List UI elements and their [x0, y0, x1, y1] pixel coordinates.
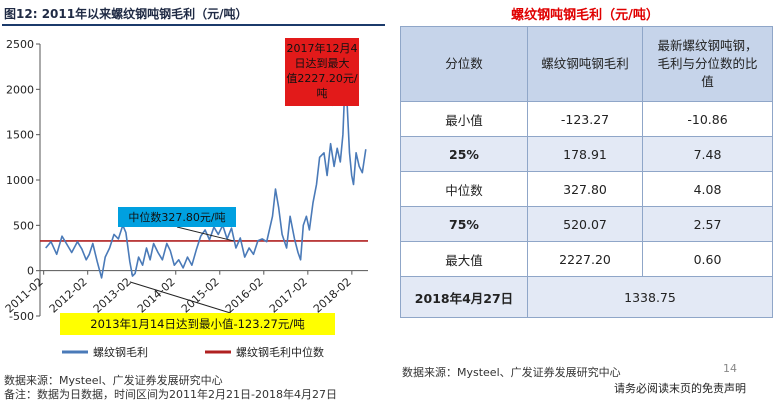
- chart-note: 备注：数据为日数据，时间区间为2011年2月21日-2018年4月27日: [4, 388, 337, 401]
- figure-title-text: 2011年以来螺纹钢吨钢毛利（元/吨）: [41, 7, 248, 21]
- table-row: 最大值 2227.20 0.60: [400, 241, 773, 277]
- y-tick-label: 1000: [6, 174, 34, 187]
- table-row: 25% 178.91 7.48: [400, 136, 773, 172]
- x-tick-label: 2018-02: [311, 275, 354, 315]
- y-tick-label: 1500: [6, 129, 34, 142]
- min-leader-line: [129, 281, 231, 314]
- row-ratio: 0.60: [642, 241, 773, 277]
- median-leader-line: [176, 226, 234, 242]
- table-row: 中位数 327.80 4.08: [400, 171, 773, 207]
- min-callout-box: [60, 313, 335, 335]
- table-row-latest: 2018年4月27日 1338.75: [400, 276, 773, 318]
- x-tick-label: 2013-02: [91, 275, 134, 315]
- figure-label: 图12:: [4, 7, 38, 21]
- legend-label-margin: 螺纹钢毛利: [93, 345, 148, 359]
- header-ratio: 最新螺纹钢吨钢， 毛利与分位数的比 值: [642, 26, 773, 102]
- row-value: -123.27: [526, 101, 644, 137]
- table-title: 螺纹钢吨钢毛利（元/吨）: [511, 8, 659, 23]
- latest-value: 1338.75: [527, 276, 773, 318]
- max-callout-text: 日达到最大: [295, 56, 350, 70]
- figure-title: 图12: 2011年以来螺纹钢吨钢毛利（元/吨）: [4, 5, 247, 22]
- y-tick-label: 500: [13, 219, 34, 232]
- legend-label-median: 螺纹钢毛利中位数: [236, 345, 324, 359]
- row-ratio: 4.08: [642, 171, 773, 207]
- max-callout-text: 2017年12月4: [287, 41, 358, 55]
- latest-date: 2018年4月27日: [400, 276, 528, 318]
- page-number: 14: [723, 362, 737, 375]
- min-callout-text: 2013年1月14日达到最小值-123.27元/吨: [90, 317, 305, 331]
- title-divider: [2, 24, 385, 26]
- table-row: 最小值 -123.27 -10.86: [400, 101, 773, 137]
- y-tick-label: 2000: [6, 83, 34, 96]
- y-tick-label: 0: [27, 265, 34, 278]
- row-ratio: -10.86: [642, 101, 773, 137]
- header-ratio-line: 值: [701, 74, 714, 89]
- row-value: 327.80: [526, 171, 644, 207]
- row-value: 178.91: [526, 136, 644, 172]
- x-tick-label: 2012-02: [47, 275, 90, 315]
- disclaimer: 请务必阅读末页的免责声明: [614, 382, 746, 395]
- y-tick-label: 2500: [6, 38, 34, 51]
- median-callout-box: [118, 207, 236, 227]
- median-callout-text: 中位数327.80元/吨: [128, 210, 225, 224]
- row-ratio: 2.57: [642, 206, 773, 242]
- table-source: 数据来源：Mysteel、广发证券发展研究中心: [402, 366, 621, 379]
- row-label: 75%: [400, 206, 528, 242]
- margin-series-line: [45, 68, 367, 279]
- header-ratio-line: 毛利与分位数的比: [657, 56, 758, 71]
- x-tick-label: 2014-02: [135, 275, 178, 315]
- max-callout-box: [285, 38, 359, 106]
- max-callout-text: 值2227.20元/: [286, 72, 357, 85]
- header-ratio-line: 最新螺纹钢吨钢，: [657, 38, 758, 53]
- row-label: 中位数: [400, 171, 528, 207]
- x-tick-label: 2015-02: [179, 275, 222, 315]
- x-tick-label: 2016-02: [223, 275, 266, 315]
- row-label: 最大值: [400, 241, 528, 277]
- table-row: 75% 520.07 2.57: [400, 206, 773, 242]
- x-tick-label: 2017-02: [267, 275, 310, 315]
- row-value: 2227.20: [526, 241, 644, 277]
- header-margin: 螺纹钢吨钢毛利: [526, 26, 644, 102]
- chart-source: 数据来源：Mysteel、广发证券发展研究中心: [4, 374, 223, 387]
- y-tick-label: -500: [9, 310, 34, 323]
- quantile-table: 分位数 螺纹钢吨钢毛利 最新螺纹钢吨钢， 毛利与分位数的比 值 最小值 -123…: [400, 26, 773, 318]
- row-label: 25%: [400, 136, 528, 172]
- row-value: 520.07: [526, 206, 644, 242]
- row-ratio: 7.48: [642, 136, 773, 172]
- header-quantile: 分位数: [400, 26, 528, 102]
- max-callout-text: 吨: [317, 87, 328, 100]
- row-label: 最小值: [400, 101, 528, 137]
